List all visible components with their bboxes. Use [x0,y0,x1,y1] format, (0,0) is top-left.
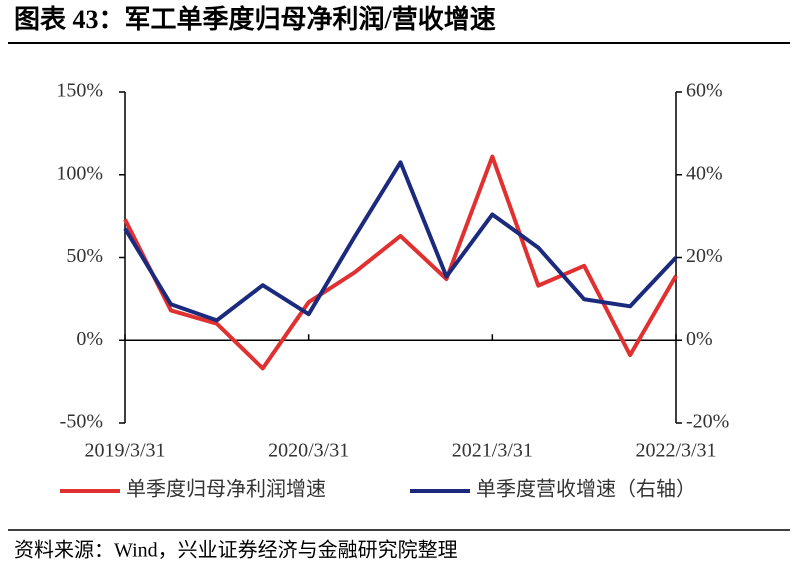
y-tick-label: 150% [56,80,103,102]
y2-tick-label: 40% [686,162,723,184]
x-tick-label: 2020/3/31 [268,440,349,462]
y-tick-label: 100% [56,162,103,184]
series-line [123,154,678,371]
source: 资料来源：Wind，兴业证券经济与金融研究院整理 [14,539,458,562]
y2-tick-label: 20% [686,245,723,267]
y-tick-label: 0% [76,328,103,350]
y-tick-label: 50% [66,245,103,267]
y2-tick-label: 0% [686,328,713,350]
x-tick-label: 2019/3/31 [84,440,165,462]
y-tick-label: -50% [60,411,103,433]
series-line [123,160,678,323]
chart-title: 图表 43：军工单季度归母净利润/营收增速 [14,4,496,34]
legend-label: 单季度营收增速（右轴） [476,478,696,501]
legend-label: 单季度归母净利润增速 [126,478,326,501]
x-tick-label: 2021/3/31 [452,440,533,462]
x-tick-label: 2022/3/31 [635,440,716,462]
y2-tick-label: -20% [686,411,729,433]
y2-tick-label: 60% [686,80,723,102]
